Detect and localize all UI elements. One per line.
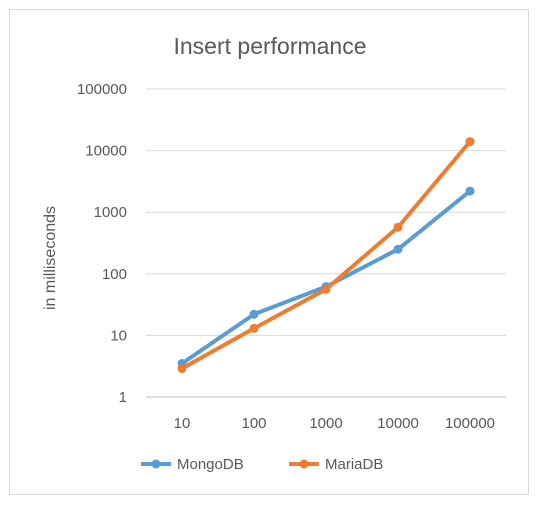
legend: MongoDB MariaDB (141, 456, 383, 473)
data-point-mongodb (249, 309, 259, 319)
y-tick-label: 10 (110, 327, 127, 344)
y-tick-label: 10000 (85, 143, 127, 160)
x-tick-label: 100 (241, 415, 266, 432)
chart-area (9, 9, 529, 495)
y-tick-label: 100 (102, 266, 127, 283)
series-mongodb (177, 186, 475, 368)
data-point-mariadb (249, 323, 259, 333)
legend-swatch-marker (299, 459, 309, 469)
series-line-mongodb (180, 189, 472, 366)
series-mariadb (177, 137, 475, 374)
legend-item-mongodb: MongoDB (141, 456, 244, 473)
data-point-mariadb (393, 222, 403, 232)
legend-label: MariaDB (325, 456, 383, 473)
data-point-mongodb (465, 186, 475, 196)
legend-swatch-marker (151, 459, 161, 469)
data-point-mariadb (465, 137, 475, 147)
y-tick-label: 100000 (77, 81, 127, 98)
gridlines (146, 88, 506, 398)
chart-title: Insert performance (173, 33, 366, 59)
y-axis-ticks: 1 10 100 1000 10000 100000 (77, 81, 127, 406)
data-point-mongodb (393, 244, 403, 254)
legend-item-mariadb: MariaDB (289, 456, 383, 473)
x-tick-label: 10000 (377, 415, 419, 432)
data-point-mariadb (177, 364, 187, 374)
y-tick-label: 1000 (94, 204, 127, 221)
series-lines (177, 137, 475, 374)
legend-label: MongoDB (177, 456, 244, 473)
y-axis-title: in milliseconds (42, 206, 59, 310)
x-tick-label: 1000 (309, 415, 342, 432)
x-tick-label: 10 (174, 415, 191, 432)
data-point-mariadb (321, 284, 331, 294)
x-tick-label: 100000 (445, 415, 495, 432)
x-axis-ticks: 10 100 1000 10000 100000 (174, 415, 495, 432)
y-tick-label: 1 (119, 389, 127, 406)
